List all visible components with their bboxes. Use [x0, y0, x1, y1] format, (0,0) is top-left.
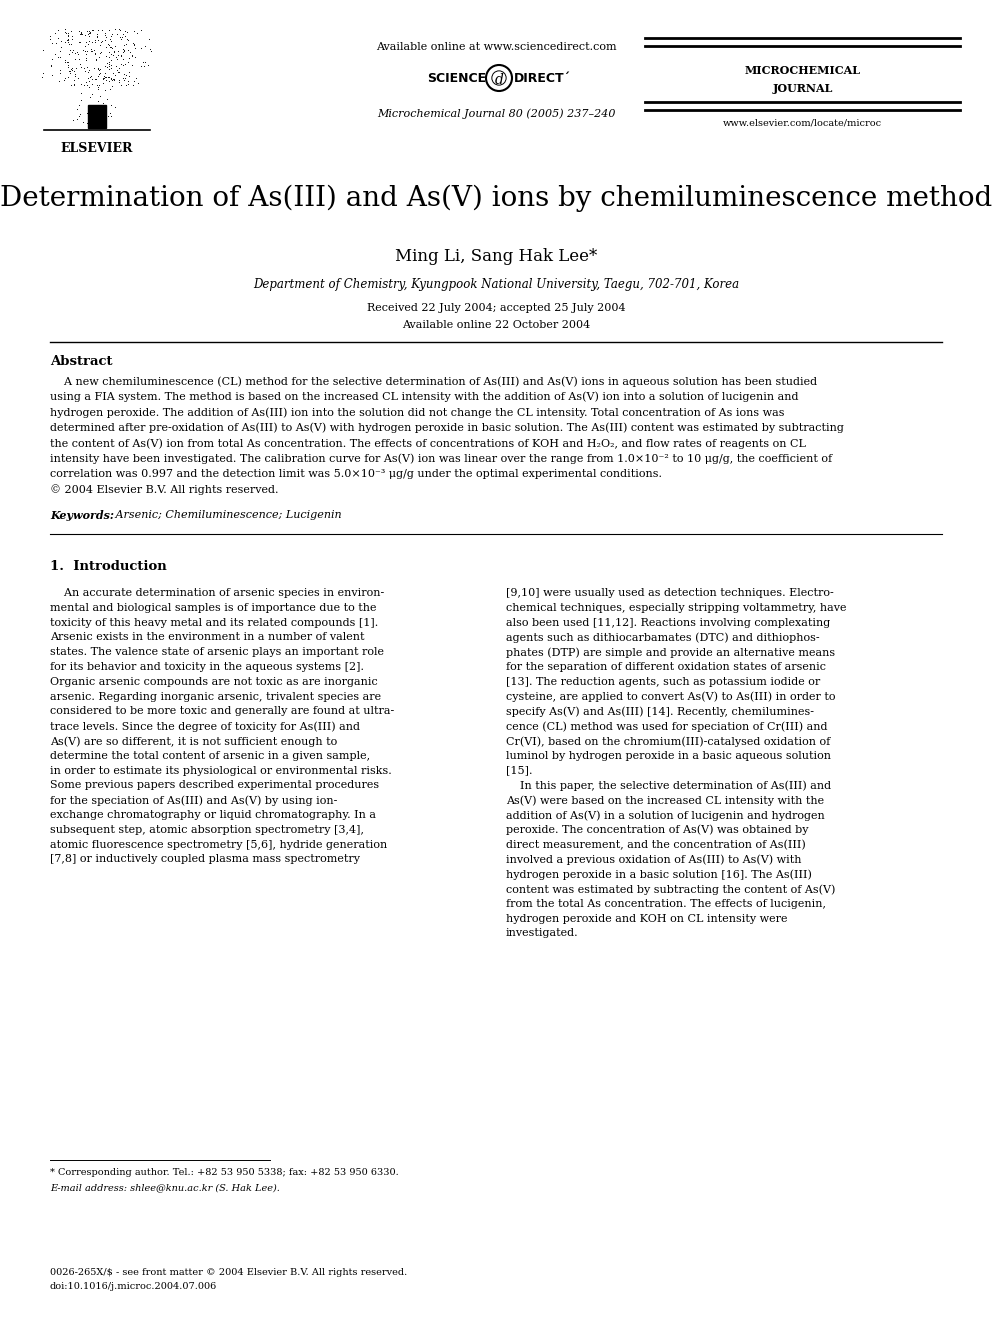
Text: peroxide. The concentration of As(V) was obtained by: peroxide. The concentration of As(V) was…: [506, 824, 808, 835]
Text: cence (CL) method was used for speciation of Cr(III) and: cence (CL) method was used for speciatio…: [506, 721, 827, 732]
Text: chemical techniques, especially stripping voltammetry, have: chemical techniques, especially strippin…: [506, 603, 846, 613]
Text: addition of As(V) in a solution of lucigenin and hydrogen: addition of As(V) in a solution of lucig…: [506, 810, 824, 820]
Text: [15].: [15].: [506, 766, 533, 775]
Text: hydrogen peroxide. The addition of As(III) ion into the solution did not change : hydrogen peroxide. The addition of As(II…: [50, 407, 785, 418]
Text: for the speciation of As(III) and As(V) by using ion-: for the speciation of As(III) and As(V) …: [50, 795, 337, 806]
Bar: [88, 105, 106, 128]
Text: Determination of As(III) and As(V) ions by chemiluminescence method: Determination of As(III) and As(V) ions …: [0, 185, 992, 213]
Text: Cr(VI), based on the chromium(III)-catalysed oxidation of: Cr(VI), based on the chromium(III)-catal…: [506, 736, 830, 746]
Text: luminol by hydrogen peroxide in a basic aqueous solution: luminol by hydrogen peroxide in a basic …: [506, 750, 831, 761]
Text: agents such as dithiocarbamates (DTC) and dithiophos-: agents such as dithiocarbamates (DTC) an…: [506, 632, 819, 643]
Text: Department of Chemistry, Kyungpook National University, Taegu, 702-701, Korea: Department of Chemistry, Kyungpook Natio…: [253, 278, 739, 291]
Text: involved a previous oxidation of As(III) to As(V) with: involved a previous oxidation of As(III)…: [506, 855, 802, 865]
Text: Received 22 July 2004; accepted 25 July 2004: Received 22 July 2004; accepted 25 July …: [367, 303, 625, 314]
Text: direct measurement, and the concentration of As(III): direct measurement, and the concentratio…: [506, 840, 806, 849]
Text: Available online at www.sciencedirect.com: Available online at www.sciencedirect.co…: [376, 42, 616, 52]
Text: © 2004 Elsevier B.V. All rights reserved.: © 2004 Elsevier B.V. All rights reserved…: [50, 484, 279, 495]
Text: states. The valence state of arsenic plays an important role: states. The valence state of arsenic pla…: [50, 647, 384, 658]
Text: Arsenic exists in the environment in a number of valent: Arsenic exists in the environment in a n…: [50, 632, 364, 643]
Text: Microchemical Journal 80 (2005) 237–240: Microchemical Journal 80 (2005) 237–240: [377, 108, 615, 119]
Text: exchange chromatography or liquid chromatography. In a: exchange chromatography or liquid chroma…: [50, 810, 376, 820]
Text: 0026-265X/$ - see front matter © 2004 Elsevier B.V. All rights reserved.: 0026-265X/$ - see front matter © 2004 El…: [50, 1267, 408, 1277]
Text: Ming Li, Sang Hak Lee*: Ming Li, Sang Hak Lee*: [395, 247, 597, 265]
Text: Abstract: Abstract: [50, 355, 112, 368]
Text: Some previous papers described experimental procedures: Some previous papers described experimen…: [50, 781, 379, 790]
Text: toxicity of this heavy metal and its related compounds [1].: toxicity of this heavy metal and its rel…: [50, 618, 378, 627]
Text: E-mail address: shlee@knu.ac.kr (S. Hak Lee).: E-mail address: shlee@knu.ac.kr (S. Hak …: [50, 1183, 280, 1192]
Text: DIRECT´: DIRECT´: [514, 71, 570, 85]
Text: An accurate determination of arsenic species in environ-: An accurate determination of arsenic spe…: [50, 587, 384, 598]
Text: atomic fluorescence spectrometry [5,6], hydride generation: atomic fluorescence spectrometry [5,6], …: [50, 840, 387, 849]
Text: JOURNAL: JOURNAL: [773, 83, 832, 94]
Text: phates (DTP) are simple and provide an alternative means: phates (DTP) are simple and provide an a…: [506, 647, 835, 658]
Text: MICROCHEMICAL: MICROCHEMICAL: [745, 65, 860, 75]
Text: As(V) were based on the increased CL intensity with the: As(V) were based on the increased CL int…: [506, 795, 824, 806]
Text: doi:10.1016/j.microc.2004.07.006: doi:10.1016/j.microc.2004.07.006: [50, 1282, 217, 1291]
Text: Arsenic; Chemiluminescence; Lucigenin: Arsenic; Chemiluminescence; Lucigenin: [112, 509, 341, 520]
Text: hydrogen peroxide in a basic solution [16]. The As(III): hydrogen peroxide in a basic solution [1…: [506, 869, 811, 880]
Text: ELSEVIER: ELSEVIER: [61, 142, 133, 155]
Text: In this paper, the selective determination of As(III) and: In this paper, the selective determinati…: [506, 781, 831, 791]
Text: for the separation of different oxidation states of arsenic: for the separation of different oxidatio…: [506, 662, 826, 672]
Text: specify As(V) and As(III) [14]. Recently, chemilumines-: specify As(V) and As(III) [14]. Recently…: [506, 706, 814, 717]
Text: mental and biological samples is of importance due to the: mental and biological samples is of impo…: [50, 603, 377, 613]
Text: investigated.: investigated.: [506, 929, 578, 938]
Text: [13]. The reduction agents, such as potassium iodide or: [13]. The reduction agents, such as pota…: [506, 677, 820, 687]
Text: [7,8] or inductively coupled plasma mass spectrometry: [7,8] or inductively coupled plasma mass…: [50, 855, 360, 864]
Text: in order to estimate its physiological or environmental risks.: in order to estimate its physiological o…: [50, 766, 392, 775]
Text: 1.  Introduction: 1. Introduction: [50, 560, 167, 573]
Text: determine the total content of arsenic in a given sample,: determine the total content of arsenic i…: [50, 750, 370, 761]
Text: SCIENCE: SCIENCE: [427, 71, 486, 85]
Text: www.elsevier.com/locate/microc: www.elsevier.com/locate/microc: [723, 118, 882, 127]
Text: d: d: [495, 73, 503, 87]
Text: * Corresponding author. Tel.: +82 53 950 5338; fax: +82 53 950 6330.: * Corresponding author. Tel.: +82 53 950…: [50, 1168, 399, 1177]
Text: correlation was 0.997 and the detection limit was 5.0×10⁻³ μg/g under the optima: correlation was 0.997 and the detection …: [50, 468, 662, 479]
Text: from the total As concentration. The effects of lucigenin,: from the total As concentration. The eff…: [506, 898, 826, 909]
Text: trace levels. Since the degree of toxicity for As(III) and: trace levels. Since the degree of toxici…: [50, 721, 360, 732]
Text: using a FIA system. The method is based on the increased CL intensity with the a: using a FIA system. The method is based …: [50, 392, 799, 402]
Text: the content of As(V) ion from total As concentration. The effects of concentrati: the content of As(V) ion from total As c…: [50, 438, 806, 448]
Text: Organic arsenic compounds are not toxic as are inorganic: Organic arsenic compounds are not toxic …: [50, 677, 378, 687]
Text: also been used [11,12]. Reactions involving complexating: also been used [11,12]. Reactions involv…: [506, 618, 830, 627]
Text: subsequent step, atomic absorption spectrometry [3,4],: subsequent step, atomic absorption spect…: [50, 824, 364, 835]
Text: cysteine, are applied to convert As(V) to As(III) in order to: cysteine, are applied to convert As(V) t…: [506, 692, 835, 703]
Text: As(V) are so different, it is not sufficient enough to: As(V) are so different, it is not suffic…: [50, 736, 337, 746]
Text: content was estimated by subtracting the content of As(V): content was estimated by subtracting the…: [506, 884, 835, 894]
Text: [9,10] were usually used as detection techniques. Electro-: [9,10] were usually used as detection te…: [506, 587, 833, 598]
Text: considered to be more toxic and generally are found at ultra-: considered to be more toxic and generall…: [50, 706, 394, 716]
Text: Keywords:: Keywords:: [50, 509, 114, 521]
Text: determined after pre-oxidation of As(III) to As(V) with hydrogen peroxide in bas: determined after pre-oxidation of As(III…: [50, 422, 844, 433]
Text: arsenic. Regarding inorganic arsenic, trivalent species are: arsenic. Regarding inorganic arsenic, tr…: [50, 692, 381, 701]
Text: intensity have been investigated. The calibration curve for As(V) ion was linear: intensity have been investigated. The ca…: [50, 454, 832, 464]
Text: for its behavior and toxicity in the aqueous systems [2].: for its behavior and toxicity in the aqu…: [50, 662, 364, 672]
Text: A new chemiluminescence (CL) method for the selective determination of As(III) a: A new chemiluminescence (CL) method for …: [50, 376, 817, 386]
Text: Available online 22 October 2004: Available online 22 October 2004: [402, 320, 590, 329]
Text: hydrogen peroxide and KOH on CL intensity were: hydrogen peroxide and KOH on CL intensit…: [506, 914, 788, 923]
